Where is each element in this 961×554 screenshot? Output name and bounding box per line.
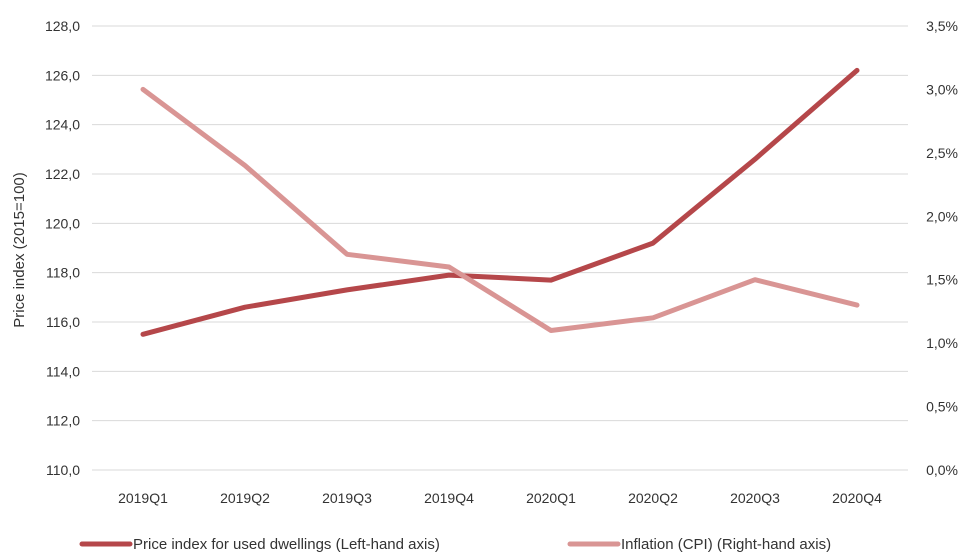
right-tick-label: 0,5% bbox=[926, 399, 958, 415]
right-tick-label: 1,5% bbox=[926, 272, 958, 288]
left-tick-label: 110,0 bbox=[46, 462, 80, 478]
left-tick-label: 128,0 bbox=[45, 18, 80, 34]
left-tick-label: 120,0 bbox=[45, 215, 80, 231]
x-tick-label: 2019Q2 bbox=[220, 490, 270, 506]
x-axis-ticks: 2019Q1 2019Q2 2019Q3 2019Q4 2020Q1 2020Q2 2020… bbox=[118, 490, 882, 506]
right-tick-label: 2,0% bbox=[926, 208, 958, 224]
legend: Price index for used dwellings (Left-han… bbox=[79, 536, 831, 553]
left-tick-label: 118,0 bbox=[46, 265, 80, 281]
left-tick-label: 122,0 bbox=[45, 166, 80, 182]
series-line-price-index bbox=[140, 67, 860, 337]
x-tick-label: 2019Q4 bbox=[424, 490, 474, 506]
legend-label-price-index: Price index for used dwellings (Left-han… bbox=[133, 536, 440, 553]
gridlines bbox=[92, 25, 908, 471]
left-tick-label: 116,0 bbox=[46, 314, 80, 330]
left-tick-label: 112,0 bbox=[46, 413, 80, 429]
right-tick-label: 3,5% bbox=[926, 18, 958, 34]
right-tick-label: 2,5% bbox=[926, 145, 958, 161]
series-line-inflation bbox=[140, 86, 860, 333]
legend-label-inflation: Inflation (CPI) (Right-hand axis) bbox=[621, 536, 831, 553]
right-tick-label: 0,0% bbox=[926, 462, 958, 478]
x-tick-label: 2020Q2 bbox=[628, 490, 678, 506]
left-axis-title: Price index (2015=100) bbox=[11, 172, 28, 328]
left-tick-label: 114,0 bbox=[46, 363, 80, 379]
right-tick-label: 1,0% bbox=[926, 335, 958, 351]
right-axis-ticks: 0,0% 0,5% 1,0% 1,5% 2,0% 2,5% 3,0% 3,5% bbox=[926, 18, 958, 478]
series-lines bbox=[140, 67, 860, 337]
left-tick-label: 124,0 bbox=[45, 117, 80, 133]
left-tick-label: 126,0 bbox=[45, 67, 80, 83]
x-tick-label: 2020Q4 bbox=[832, 490, 882, 506]
left-axis-ticks: 110,0 112,0 114,0 116,0 118,0 120,0 122,0 124,0… bbox=[45, 18, 80, 478]
right-tick-label: 3,0% bbox=[926, 81, 958, 97]
x-tick-label: 2019Q3 bbox=[322, 490, 372, 506]
x-tick-label: 2019Q1 bbox=[118, 490, 168, 506]
x-tick-label: 2020Q3 bbox=[730, 490, 780, 506]
x-tick-label: 2020Q1 bbox=[526, 490, 576, 506]
